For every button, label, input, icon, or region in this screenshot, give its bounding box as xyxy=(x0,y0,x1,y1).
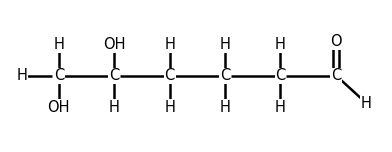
Text: H: H xyxy=(164,37,175,52)
Text: H: H xyxy=(220,100,230,115)
Text: H: H xyxy=(220,37,230,52)
Text: H: H xyxy=(109,100,120,115)
Text: C: C xyxy=(165,69,175,83)
Text: H: H xyxy=(164,100,175,115)
Text: C: C xyxy=(109,69,120,83)
Text: C: C xyxy=(54,69,64,83)
Text: OH: OH xyxy=(47,100,70,115)
Text: O: O xyxy=(330,34,342,49)
Text: H: H xyxy=(16,69,27,83)
Text: H: H xyxy=(275,37,286,52)
Text: C: C xyxy=(331,69,341,83)
Text: H: H xyxy=(361,96,372,111)
Text: H: H xyxy=(53,37,64,52)
Text: C: C xyxy=(220,69,230,83)
Text: OH: OH xyxy=(103,37,125,52)
Text: H: H xyxy=(275,100,286,115)
Text: C: C xyxy=(275,69,286,83)
